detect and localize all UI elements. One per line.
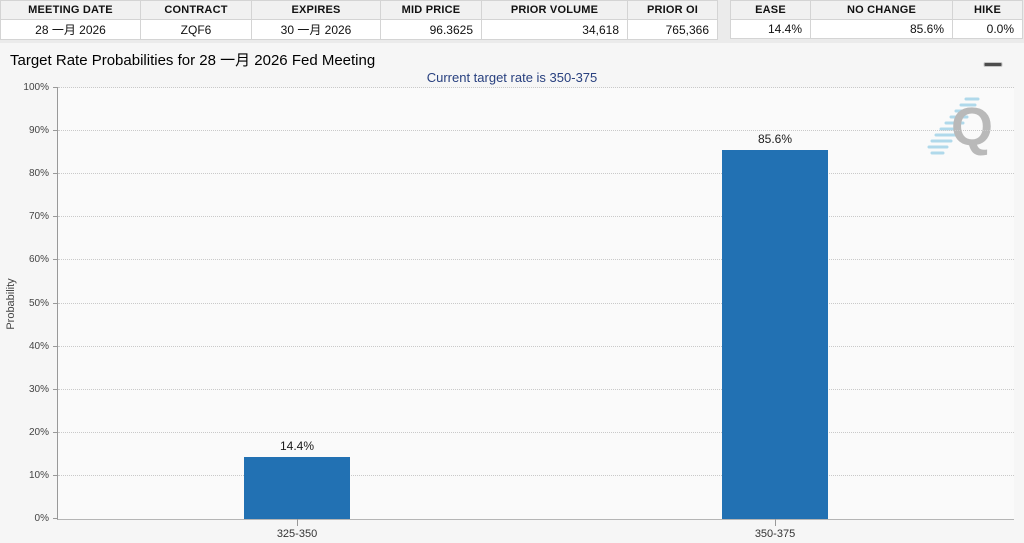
- y-axis-tick-label: 50%: [28, 297, 49, 309]
- gridline: [58, 259, 1014, 261]
- svg-text:Q: Q: [951, 97, 993, 157]
- gridline: [58, 87, 1014, 88]
- quikstrike-watermark-icon: Q: [926, 93, 1000, 178]
- y-axis-tick: [53, 518, 58, 519]
- no-change-value: 85.6%: [810, 19, 953, 39]
- y-axis-tick-label: 100%: [23, 82, 49, 93]
- y-axis-tick: [53, 259, 58, 261]
- chart-context-menu-button[interactable]: [984, 51, 1013, 68]
- gridline: [58, 474, 1014, 476]
- gridline: [58, 388, 1014, 390]
- chart-subtitle: Current target rate is 350-375: [426, 70, 598, 85]
- prior-oi-value: 765,366: [627, 19, 718, 40]
- mid-price-value: 96.3625: [380, 19, 482, 40]
- table-header-row: EASE NO CHANGE HIKE: [730, 0, 1023, 20]
- ease-value: 14.4%: [730, 19, 811, 39]
- y-axis-tick: [53, 345, 58, 347]
- col-no-change: NO CHANGE: [810, 0, 953, 20]
- contract-summary-table: MEETING DATE CONTRACT EXPIRES MID PRICE …: [0, 0, 718, 40]
- col-expires: EXPIRES: [251, 0, 381, 20]
- y-axis-tick-label: 80%: [28, 168, 49, 180]
- y-axis-tick-label: 60%: [28, 254, 49, 266]
- y-axis-tick: [53, 87, 58, 88]
- probability-bar[interactable]: [722, 150, 828, 519]
- y-axis-tick-label: 40%: [28, 340, 49, 352]
- y-axis-tick-label: 0%: [34, 513, 49, 524]
- y-axis-tick: [53, 173, 58, 175]
- gridline: [58, 130, 1014, 132]
- gridline: [58, 173, 1014, 175]
- y-axis-tick: [53, 302, 58, 304]
- hike-value: 0.0%: [952, 19, 1023, 39]
- move-probability-table: EASE NO CHANGE HIKE 14.4% 85.6% 0.0%: [730, 0, 1023, 39]
- bar-value-label: 85.6%: [757, 132, 793, 147]
- gridline: [58, 345, 1014, 347]
- y-axis-tick: [53, 388, 58, 390]
- x-axis-category-label: 325-350: [276, 528, 318, 540]
- col-ease: EASE: [730, 0, 811, 20]
- table-header-row: MEETING DATE CONTRACT EXPIRES MID PRICE …: [0, 0, 718, 20]
- plot-area: Probability Q: [5, 82, 1014, 540]
- gridline: [58, 216, 1014, 218]
- bar-value-label: 14.4%: [279, 438, 315, 453]
- y-axis-tick-label: 20%: [28, 426, 49, 438]
- x-axis-tick: [775, 519, 776, 526]
- col-contract: CONTRACT: [140, 0, 252, 20]
- y-axis-tick-label: 30%: [28, 383, 49, 395]
- col-meeting-date: MEETING DATE: [0, 0, 141, 20]
- y-axis-tick-label: 70%: [28, 211, 49, 223]
- y-axis-tick: [53, 474, 58, 476]
- gridline: [58, 302, 1014, 304]
- table-value-row: 28 一月 2026 ZQF6 30 一月 2026 96.3625 34,61…: [0, 19, 718, 40]
- y-axis-tick-label: 10%: [28, 469, 49, 481]
- summary-tables-row: MEETING DATE CONTRACT EXPIRES MID PRICE …: [0, 0, 1024, 40]
- col-prior-oi: PRIOR OI: [627, 0, 718, 20]
- y-axis-tick: [53, 130, 58, 132]
- x-axis-category-label: 350-375: [754, 528, 796, 540]
- probability-bar[interactable]: [244, 456, 350, 519]
- expires-value: 30 一月 2026: [251, 19, 381, 40]
- col-hike: HIKE: [952, 0, 1023, 20]
- meeting-date-value: 28 一月 2026: [0, 19, 141, 40]
- prior-volume-value: 34,618: [481, 19, 628, 40]
- chart-title: Target Rate Probabilities for 28 一月 2026…: [10, 52, 376, 69]
- col-mid-price: MID PRICE: [380, 0, 482, 20]
- table-value-row: 14.4% 85.6% 0.0%: [730, 19, 1023, 39]
- chart-panel: Target Rate Probabilities for 28 一月 2026…: [0, 43, 1024, 543]
- y-axis-tick-label: 90%: [28, 125, 49, 137]
- y-axis-tick: [53, 216, 58, 218]
- col-prior-volume: PRIOR VOLUME: [481, 0, 628, 20]
- x-axis-tick: [297, 519, 298, 526]
- y-axis-tick: [53, 431, 58, 433]
- contract-value: ZQF6: [140, 19, 252, 40]
- gridline: [58, 431, 1014, 433]
